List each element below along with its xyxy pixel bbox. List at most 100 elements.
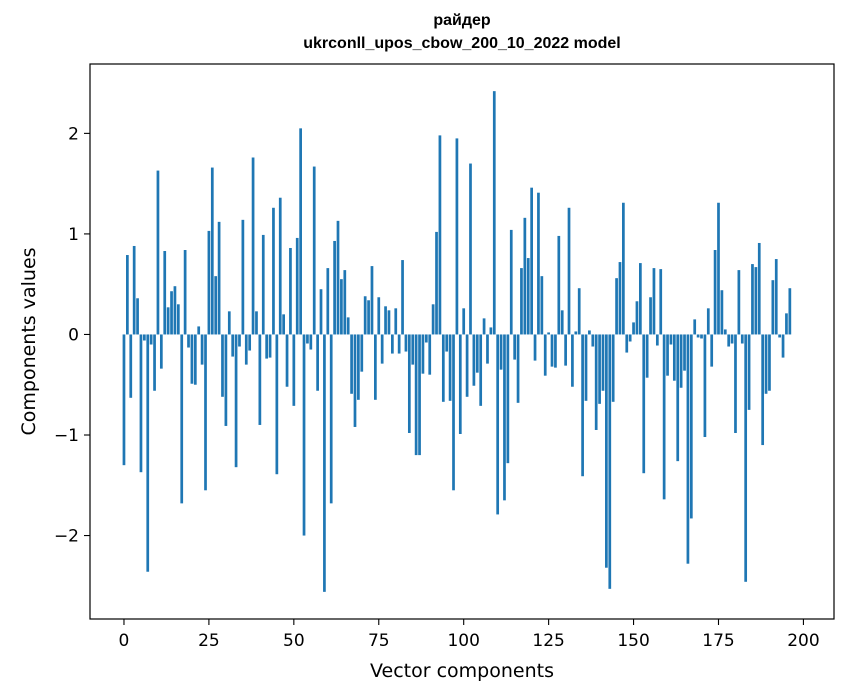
- bar: [662, 334, 666, 500]
- bar: [146, 334, 150, 572]
- bar: [431, 304, 435, 335]
- bar: [316, 334, 319, 391]
- bar: [448, 334, 452, 401]
- chart-title-word: райдер: [433, 12, 491, 29]
- x-axis-label: Vector components: [370, 660, 554, 682]
- bar: [526, 258, 530, 335]
- bar: [594, 334, 598, 430]
- bar: [268, 334, 272, 358]
- x-tick-label: 0: [119, 631, 130, 651]
- bar: [275, 334, 279, 475]
- bar: [706, 308, 710, 335]
- bar: [231, 334, 235, 357]
- bar: [645, 334, 649, 378]
- bar: [411, 334, 415, 365]
- bar: [428, 334, 432, 375]
- x-tick-label: 175: [702, 631, 734, 651]
- bar: [472, 334, 476, 386]
- bar: [533, 334, 537, 361]
- bar: [149, 334, 153, 345]
- bar: [387, 310, 391, 335]
- bar: [598, 334, 601, 404]
- bar: [601, 334, 605, 391]
- bar: [655, 334, 659, 346]
- y-tick-label: −1: [54, 426, 79, 446]
- bar: [554, 334, 557, 368]
- bar: [214, 276, 218, 335]
- bar: [482, 318, 486, 335]
- bar: [469, 163, 472, 335]
- bar: [394, 308, 398, 335]
- bar: [340, 279, 343, 335]
- bar: [615, 278, 618, 335]
- bar: [696, 334, 700, 338]
- bar: [452, 334, 455, 491]
- bar: [180, 334, 184, 504]
- bar: [190, 334, 194, 384]
- bar: [496, 334, 500, 515]
- bar: [734, 334, 737, 433]
- bar: [238, 334, 241, 347]
- plot-area-frame: [89, 63, 835, 620]
- bar: [234, 334, 238, 468]
- bar: [672, 334, 676, 381]
- bar: [136, 298, 139, 335]
- bar: [306, 334, 309, 344]
- bar: [577, 288, 581, 335]
- bar: [781, 334, 785, 358]
- bar: [404, 334, 408, 352]
- bar: [689, 334, 693, 519]
- bar: [159, 334, 163, 369]
- bar: [360, 334, 364, 372]
- bar: [581, 334, 584, 477]
- bar: [774, 259, 778, 335]
- bar: [574, 331, 578, 335]
- bar: [737, 270, 741, 335]
- bar: [479, 334, 483, 406]
- y-tick-label: −2: [54, 527, 79, 547]
- bar: [499, 334, 503, 370]
- bar: [628, 334, 632, 342]
- bar: [401, 260, 404, 335]
- bar: [503, 334, 506, 501]
- bar: [357, 334, 360, 400]
- bar: [289, 247, 292, 335]
- bar: [516, 334, 520, 403]
- bar: [438, 135, 442, 335]
- bar: [326, 268, 330, 335]
- bar: [343, 270, 347, 335]
- bar: [540, 276, 544, 335]
- bar: [418, 334, 421, 456]
- bar: [703, 334, 707, 438]
- bar: [248, 334, 252, 351]
- bar: [591, 334, 595, 347]
- bar: [210, 167, 214, 335]
- bar: [272, 207, 275, 335]
- bar: [550, 334, 554, 367]
- bar: [720, 290, 724, 335]
- x-tick-label: 25: [198, 631, 220, 651]
- bar: [122, 334, 126, 466]
- bar: [713, 250, 717, 335]
- bar: [764, 334, 768, 394]
- bar: [302, 334, 306, 536]
- bar: [584, 334, 588, 401]
- bar: [560, 310, 564, 335]
- bar: [669, 334, 673, 345]
- x-tick-label: 150: [617, 631, 649, 651]
- bar: [397, 334, 401, 354]
- x-tick-label: 50: [283, 631, 305, 651]
- bar: [299, 128, 302, 335]
- bar: [683, 334, 686, 371]
- bar: [730, 334, 734, 344]
- y-tick-label: 2: [68, 124, 79, 144]
- bar: [329, 334, 333, 504]
- bar: [129, 334, 133, 398]
- bar: [567, 207, 571, 335]
- bar: [241, 219, 245, 335]
- bar: [312, 166, 316, 335]
- bar: [265, 334, 269, 359]
- bar: [605, 334, 608, 568]
- bar: [227, 311, 231, 335]
